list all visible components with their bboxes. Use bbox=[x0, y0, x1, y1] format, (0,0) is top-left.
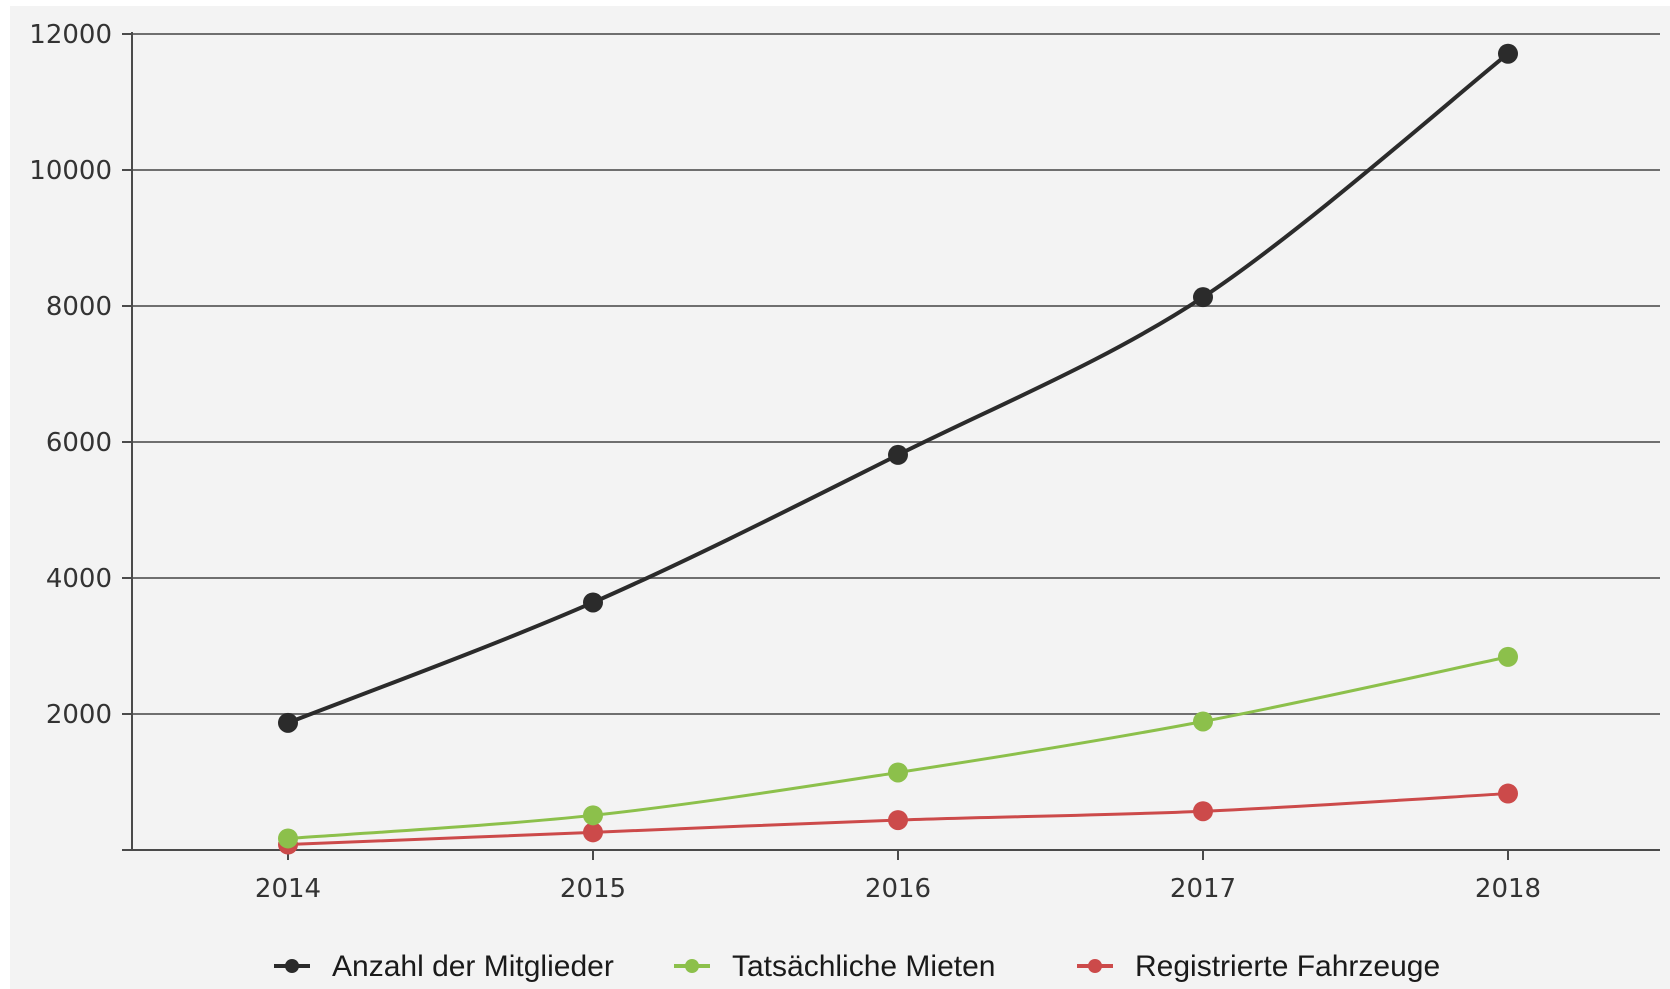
x-tick-label: 2016 bbox=[865, 874, 931, 904]
data-point[interactable] bbox=[888, 444, 908, 465]
legend-item[interactable]: Tatsächliche Mieten bbox=[674, 950, 995, 983]
x-tick-label: 2018 bbox=[1475, 874, 1541, 904]
legend-item[interactable]: Anzahl der Mitglieder bbox=[274, 950, 614, 983]
series-1 bbox=[278, 43, 1518, 733]
series-group bbox=[278, 43, 1518, 855]
chart-background bbox=[10, 6, 1670, 989]
legend-swatch-marker bbox=[685, 959, 699, 973]
x-tick-label: 2014 bbox=[255, 874, 321, 904]
data-point[interactable] bbox=[1498, 783, 1518, 804]
data-point[interactable] bbox=[278, 712, 298, 733]
data-point[interactable] bbox=[278, 828, 298, 849]
axes: 2000 4000 6000 8000 10000 12000 2014 2015 2016 20… bbox=[29, 20, 1660, 904]
data-point[interactable] bbox=[1498, 646, 1518, 667]
data-point[interactable] bbox=[583, 805, 603, 826]
data-point[interactable] bbox=[583, 822, 603, 843]
data-point[interactable] bbox=[888, 810, 908, 831]
gridlines bbox=[132, 33, 1660, 715]
data-point[interactable] bbox=[583, 592, 603, 613]
data-point[interactable] bbox=[1193, 287, 1213, 308]
y-tick-label: 10000 bbox=[29, 156, 112, 186]
series-3 bbox=[278, 783, 1518, 855]
data-point[interactable] bbox=[1193, 801, 1213, 822]
legend: Anzahl der Mitglieder Tatsächliche Mieten… bbox=[274, 950, 1440, 983]
data-point[interactable] bbox=[1193, 711, 1213, 732]
legend-label: Anzahl der Mitglieder bbox=[332, 950, 614, 983]
x-tick-label: 2015 bbox=[560, 874, 626, 904]
legend-swatch-marker bbox=[1088, 959, 1102, 973]
series-2 bbox=[278, 646, 1518, 849]
y-tick-label: 4000 bbox=[46, 564, 112, 594]
legend-label: Tatsächliche Mieten bbox=[732, 950, 995, 983]
x-tick-label: 2017 bbox=[1170, 874, 1236, 904]
legend-item[interactable]: Registrierte Fahrzeuge bbox=[1077, 950, 1440, 983]
y-tick-label: 2000 bbox=[46, 700, 112, 730]
data-point[interactable] bbox=[1498, 43, 1518, 64]
y-tick-label: 6000 bbox=[46, 428, 112, 458]
legend-swatch-marker bbox=[285, 959, 299, 973]
y-tick-label: 8000 bbox=[46, 292, 112, 322]
legend-label: Registrierte Fahrzeuge bbox=[1135, 950, 1440, 983]
data-point[interactable] bbox=[888, 762, 908, 783]
y-tick-label: 12000 bbox=[29, 20, 112, 50]
